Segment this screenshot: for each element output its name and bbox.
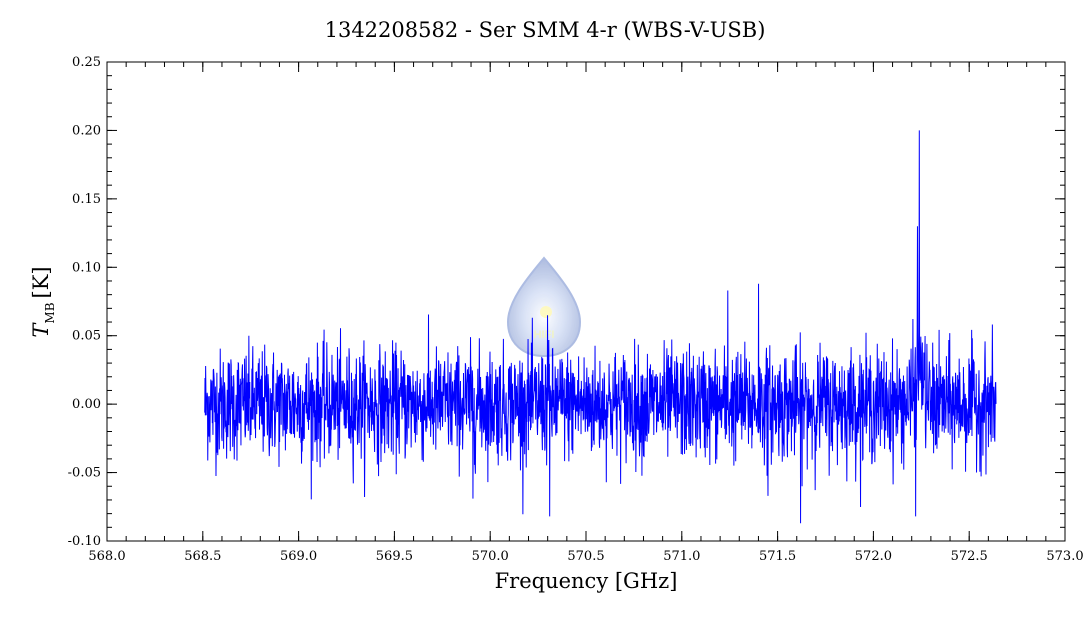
y-tick-label: 0.20	[72, 123, 101, 138]
x-tick-label: 571.0	[663, 549, 700, 564]
y-tick-label: 0.15	[72, 192, 101, 207]
y-axis-title: TMB [K]	[29, 266, 57, 337]
x-tick-label: 569.0	[280, 549, 317, 564]
y-tick-label: -0.10	[68, 534, 101, 549]
x-tick-label: 572.5	[951, 549, 988, 564]
x-tick-label: 573.0	[1046, 549, 1083, 564]
y-tick-label: 0.00	[72, 397, 101, 412]
plot-frame	[106, 61, 1066, 542]
hifi-watermark-text: HIFI	[534, 329, 555, 341]
x-tick-label: 571.5	[759, 549, 796, 564]
y-tick-label: 0.10	[72, 260, 101, 275]
x-tick-label: 570.5	[567, 549, 604, 564]
svg-text:TMB[K]: TMB [K]	[29, 266, 57, 337]
y-tick-label: 0.25	[72, 55, 101, 70]
x-tick-label: 572.0	[855, 549, 892, 564]
y-tick-label: -0.05	[68, 466, 101, 481]
x-tick-label: 569.5	[376, 549, 413, 564]
y-axis-title-symbol: T	[29, 322, 53, 338]
y-axis-title-subscript: MB	[43, 302, 57, 323]
x-tick-label: 570.0	[472, 549, 509, 564]
spectrum-series-line	[204, 130, 997, 524]
x-tick-label: 568.5	[184, 549, 221, 564]
x-axis-title: Frequency [GHz]	[495, 569, 678, 593]
x-tick-label: 568.0	[88, 549, 125, 564]
hifi-logo-drop-icon: HIFI	[506, 256, 582, 358]
y-axis-title-unit: [K]	[29, 266, 53, 298]
chart-title: 1342208582 - Ser SMM 4-r (WBS-V-USB)	[324, 18, 766, 42]
y-tick-label: 0.05	[72, 329, 101, 344]
